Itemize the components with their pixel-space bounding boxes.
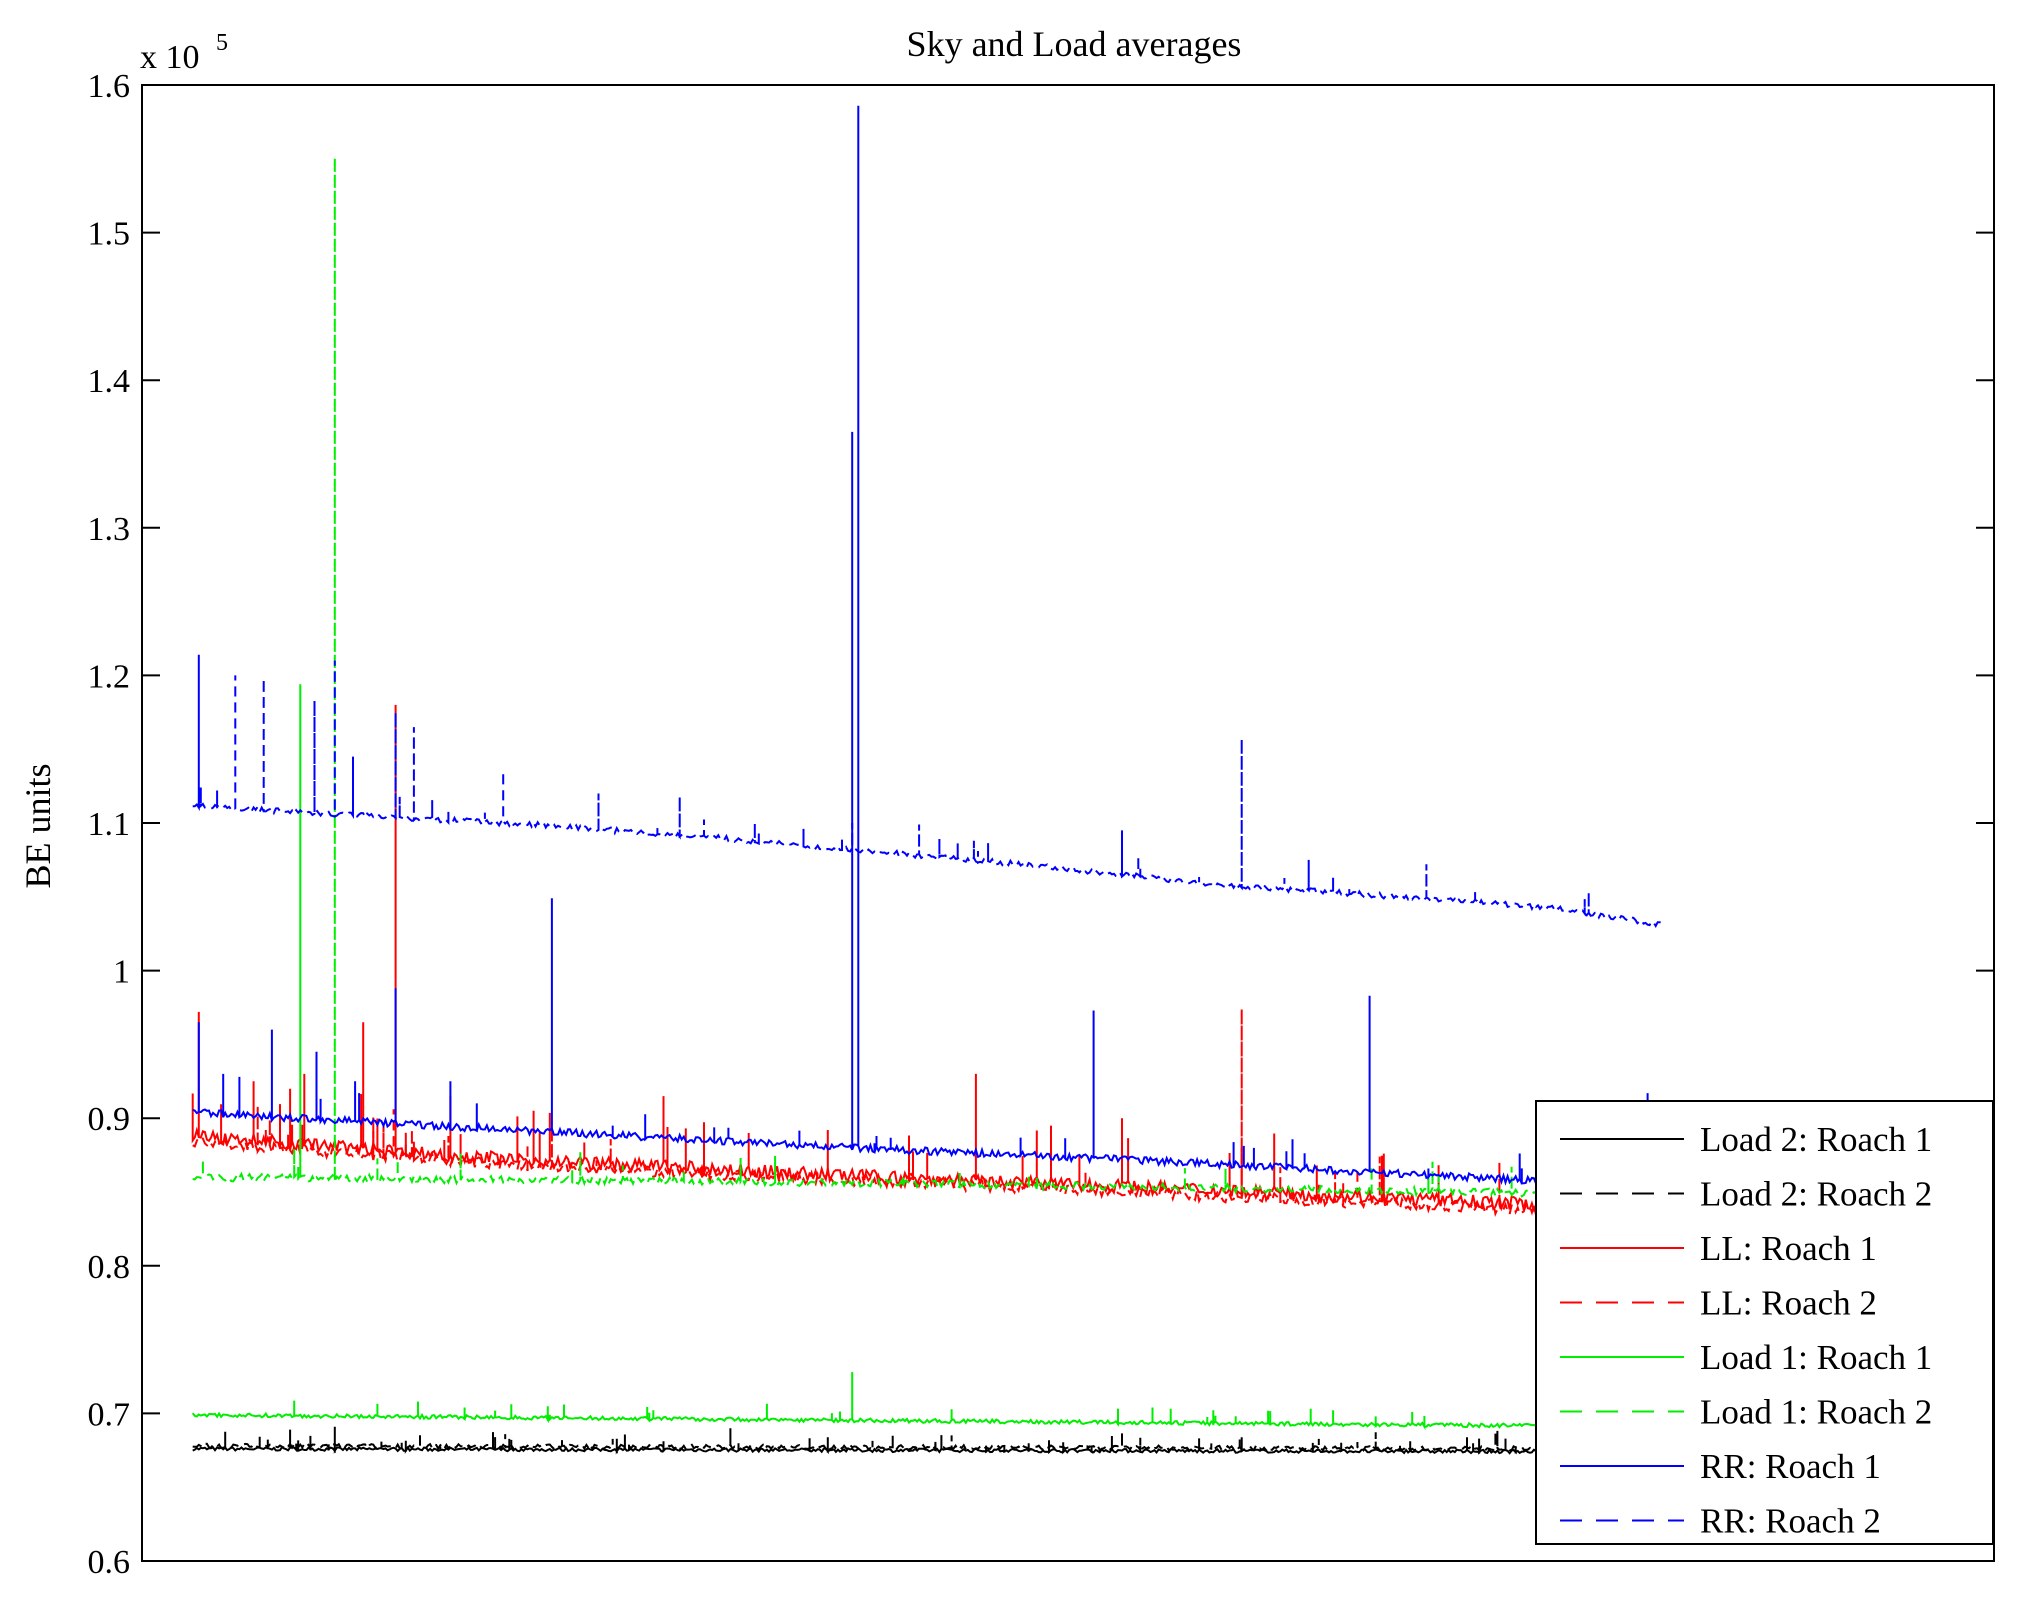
y-tick-label: 1.5 (88, 216, 131, 253)
series-rr-roach-2 (192, 654, 1662, 929)
series-rr-roach-1 (192, 105, 1663, 1194)
series-line (192, 1428, 1662, 1454)
legend-label: Load 1: Roach 2 (1700, 1393, 1932, 1432)
y-tick-label: 1.4 (88, 363, 131, 400)
ticks-layer: 0.6 0.7 0.8 0.9 1 1.1 1.2 1.3 1.4 1.5 1.6 (88, 68, 1994, 1581)
legend-item: Load 1: Roach 1 (1560, 1338, 1932, 1377)
plot-frame (141, 84, 1995, 1562)
y-tick-label: 1.2 (88, 658, 131, 695)
y-multiplier-exponent: 5 (216, 30, 228, 56)
series-line (191, 1372, 1663, 1431)
y-tick-label: 1.6 (88, 68, 131, 105)
legend-item: LL: Roach 2 (1560, 1284, 1877, 1323)
legend-box (1535, 1100, 1994, 1545)
legend-label: Load 1: Roach 1 (1700, 1338, 1932, 1377)
series-load-2-roach-2 (192, 1428, 1662, 1454)
chart-title: Sky and Load averages (907, 24, 1242, 64)
legend-item: Load 2: Roach 1 (1560, 1120, 1932, 1159)
y-tick-label: 0.8 (88, 1249, 131, 1286)
series-load-1-roach-1 (191, 1372, 1663, 1431)
legend-item: Load 1: Roach 2 (1560, 1393, 1932, 1432)
series-line (192, 654, 1662, 929)
y-multiplier-label: x 10 (140, 39, 200, 76)
series-line (192, 157, 1663, 1200)
legend-label: RR: Roach 2 (1700, 1502, 1881, 1541)
series-layer (191, 105, 1663, 1457)
legend: Load 2: Roach 1 Load 2: Roach 2 LL: Roach … (1535, 1100, 1994, 1545)
series-load-1-roach-2 (192, 157, 1663, 1200)
legend-item: RR: Roach 1 (1560, 1447, 1881, 1486)
legend-label: Load 2: Roach 2 (1700, 1175, 1932, 1214)
y-tick-label: 1.1 (88, 806, 131, 843)
legend-item: RR: Roach 2 (1560, 1502, 1881, 1541)
legend-label: Load 2: Roach 1 (1700, 1120, 1932, 1159)
series-line (192, 105, 1663, 1194)
y-tick-label: 0.6 (88, 1544, 131, 1581)
series-ll-roach-2 (192, 1009, 1663, 1229)
series-line (192, 1009, 1663, 1229)
y-tick-label: 1 (113, 954, 130, 991)
legend-label: RR: Roach 1 (1700, 1447, 1881, 1486)
y-tick-label: 0.7 (88, 1396, 131, 1433)
y-axis-label: BE units (18, 763, 58, 888)
legend-label: LL: Roach 2 (1700, 1284, 1877, 1323)
legend-label: LL: Roach 1 (1700, 1229, 1877, 1268)
y-tick-label: 1.3 (88, 511, 131, 548)
legend-item: LL: Roach 1 (1560, 1229, 1877, 1268)
legend-item: Load 2: Roach 2 (1560, 1175, 1932, 1214)
y-tick-label: 0.9 (88, 1101, 131, 1138)
